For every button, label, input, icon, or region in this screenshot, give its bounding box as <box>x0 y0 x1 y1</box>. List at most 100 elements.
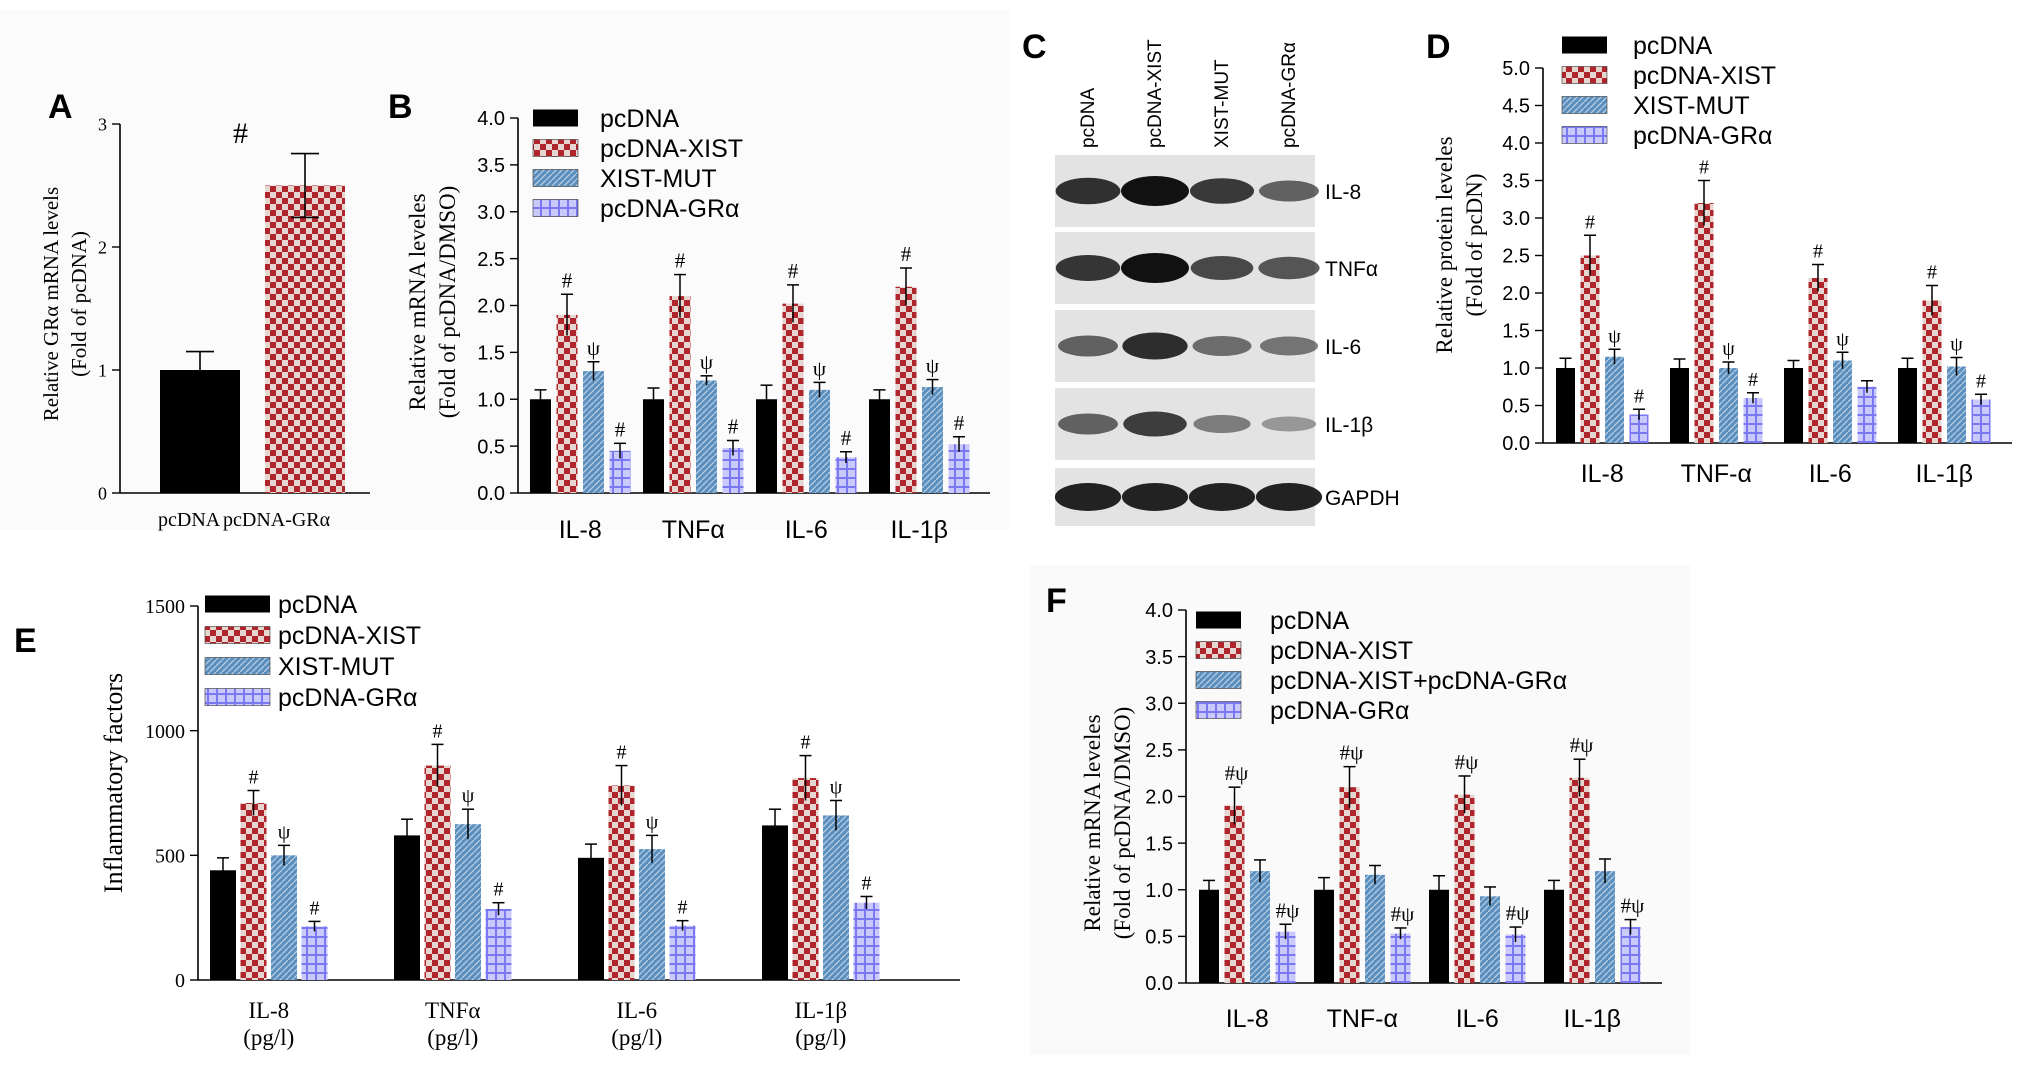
bar <box>530 399 551 493</box>
legend-swatch <box>1195 641 1242 659</box>
legend-swatch <box>1195 701 1242 719</box>
y-tick-label: 1.0 <box>1145 880 1173 902</box>
y-tick-label: 1.0 <box>1502 358 1530 380</box>
bar <box>1454 794 1475 983</box>
bar <box>271 855 297 980</box>
bar <box>485 908 512 980</box>
legend-label: pcDNA-XIST+pcDNA-GRα <box>1270 667 1567 695</box>
bar <box>1605 356 1624 443</box>
legend-label: pcDNA <box>600 105 680 133</box>
x-tick-label: pcDNA-GRα <box>223 509 331 531</box>
bar <box>160 370 240 493</box>
y-tick-label: 3.0 <box>1502 208 1530 230</box>
significance-mark: #ψ <box>1225 761 1249 785</box>
y-tick-label: 4.0 <box>1502 133 1530 155</box>
legend-label: pcDNA-GRα <box>600 195 739 223</box>
legend-label: pcDNA <box>1633 32 1713 60</box>
y-tick-label: 1.5 <box>1145 833 1173 855</box>
bar <box>578 857 604 980</box>
bar <box>583 371 604 493</box>
significance-mark: # <box>1748 369 1758 391</box>
significance-mark: #ψ <box>1570 733 1594 757</box>
y-tick-label: 5.0 <box>1502 58 1530 80</box>
y-tick-label: 0.0 <box>1502 433 1530 455</box>
y-tick-label: 4.5 <box>1502 96 1530 118</box>
panel-d-ylabel-line1: Relative protein leveles <box>1432 136 1457 353</box>
legend-swatch <box>1562 36 1607 54</box>
panel-e: E Inflammatory factors 0 500 1000 1500 # ψ # IL… <box>14 591 960 1050</box>
significance-mark: # <box>1976 370 1986 392</box>
bar <box>1922 300 1942 443</box>
y-tick-label: 0 <box>175 970 185 992</box>
blot-band <box>1261 416 1317 432</box>
bar <box>609 450 631 493</box>
y-tick-label: 1.5 <box>477 343 505 365</box>
bar <box>1390 933 1411 983</box>
significance-mark: ψ <box>1836 328 1849 350</box>
blot-band <box>1121 253 1189 283</box>
bar <box>1719 368 1738 443</box>
legend-swatch <box>1561 96 1608 114</box>
bar <box>823 815 849 980</box>
significance-mark: ψ <box>1950 334 1963 356</box>
blot-band <box>1255 483 1323 511</box>
bar <box>1898 368 1917 443</box>
bar <box>608 785 635 980</box>
significance-mark: # <box>675 249 686 273</box>
panel-e-plot: 050010001500#ψ#IL-8(pg/l)#ψ#TNFα(pg/l)#ψ… <box>145 591 960 1050</box>
panel-b-ylabel-line2: (Fold of pcDNA/DMSO) <box>435 186 460 419</box>
significance-mark: # <box>310 897 320 919</box>
x-tick-label: IL-8 <box>248 998 289 1023</box>
blot-band <box>1259 180 1319 202</box>
blot-band <box>1192 336 1252 356</box>
significance-mark: # <box>954 411 965 435</box>
bar <box>1339 787 1360 983</box>
bar <box>643 399 664 493</box>
significance-mark: # <box>841 426 852 450</box>
bar <box>265 185 345 493</box>
panel-f-ylabel-line2: (Fold of pcDNA/DMSO) <box>1110 707 1135 940</box>
significance-mark: # <box>1813 241 1823 263</box>
significance-mark: # <box>1699 157 1709 179</box>
bar <box>1743 398 1763 443</box>
legend-swatch <box>532 199 579 217</box>
legend-label: pcDNA-XIST <box>278 622 421 650</box>
bar <box>1199 889 1219 983</box>
bar <box>1947 366 1966 443</box>
bar <box>1620 927 1641 983</box>
y-tick-label: 2.0 <box>1502 283 1530 305</box>
significance-mark: ψ <box>587 336 600 360</box>
legend-swatch <box>533 109 578 127</box>
panel-c: C pcDNA pcDNA-XIST XIST-MUT pcDNA-GRα IL-8 TN… <box>1022 28 1400 526</box>
significance-mark: # <box>678 897 688 919</box>
bar <box>301 926 328 980</box>
bar <box>1971 399 1991 443</box>
panel-e-ylabel: Inflammatory factors <box>99 673 128 893</box>
x-tick-unit: (pg/l) <box>243 1025 294 1050</box>
legend-label: XIST-MUT <box>1633 92 1750 120</box>
bar <box>1365 874 1385 983</box>
bar <box>556 314 578 493</box>
significance-mark: # <box>728 415 739 439</box>
bar <box>869 399 890 493</box>
y-tick-label: 2.5 <box>1502 246 1530 268</box>
legend-label: XIST-MUT <box>278 653 395 681</box>
y-tick-label: 2.5 <box>1145 740 1173 762</box>
y-tick-label: 1 <box>98 360 107 380</box>
legend-label: pcDNA-GRα <box>278 684 417 712</box>
legend-label: pcDNA-XIST <box>1270 637 1413 665</box>
bar <box>1694 203 1714 443</box>
bar <box>1569 777 1590 983</box>
lane-label: pcDNA-XIST <box>1145 39 1166 148</box>
bar <box>1275 931 1296 983</box>
blot-row-label: GAPDH <box>1325 487 1400 510</box>
x-tick-label: IL-8 <box>559 516 602 544</box>
x-tick-label: IL-6 <box>785 516 828 544</box>
blot-band <box>1121 483 1189 511</box>
bar <box>1833 360 1852 443</box>
significance-mark: # <box>901 242 912 266</box>
legend-swatch <box>532 139 579 157</box>
panel-c-blot: pcDNA pcDNA-XIST XIST-MUT pcDNA-GRα IL-8 TNFα… <box>1054 39 1400 526</box>
significance-mark: # <box>1927 262 1937 284</box>
